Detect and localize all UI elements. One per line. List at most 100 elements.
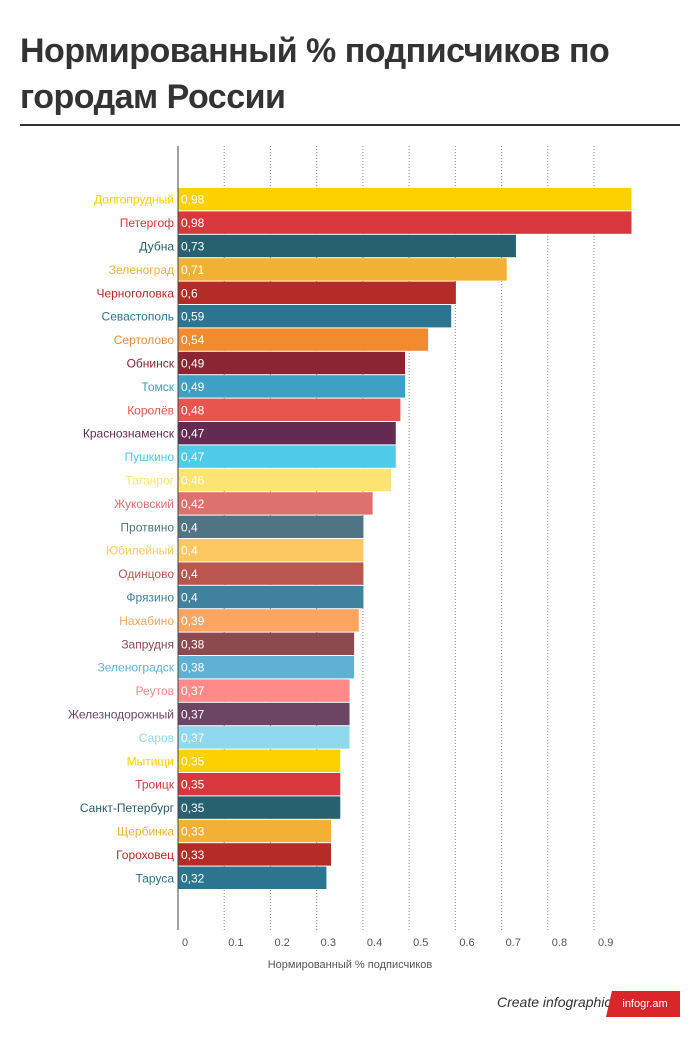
- bar-value-label: 0,38: [181, 637, 205, 651]
- bar-value-label: 0,37: [181, 708, 205, 722]
- category-label: Гороховец: [116, 848, 174, 862]
- bar[interactable]: [178, 281, 456, 304]
- bar[interactable]: [178, 866, 327, 889]
- bar[interactable]: [178, 234, 516, 258]
- bar[interactable]: [178, 843, 332, 866]
- category-label: Королёв: [127, 403, 174, 417]
- category-label: Таганрог: [125, 474, 174, 488]
- bar[interactable]: [178, 258, 507, 281]
- infogram-logo-badge[interactable]: infogr.am: [606, 991, 680, 1017]
- category-label: Томск: [141, 380, 174, 394]
- bar[interactable]: [178, 305, 452, 328]
- category-label: Юбилейный: [106, 544, 174, 558]
- x-tick-label: 0.2: [274, 937, 289, 949]
- category-label: Жуковский: [114, 497, 174, 511]
- x-tick-label: 0.3: [321, 937, 336, 949]
- bar[interactable]: [178, 796, 341, 819]
- bar-value-label: 0,33: [181, 825, 205, 839]
- bar-value-label: 0,47: [181, 427, 205, 441]
- bar[interactable]: [178, 468, 392, 492]
- category-label: Краснознаменск: [83, 427, 175, 441]
- bar[interactable]: [178, 351, 406, 375]
- category-label: Щербинка: [117, 825, 174, 839]
- bar-value-label: 0,6: [181, 286, 198, 300]
- page-title: Нормированный % подписчиков по городам Р…: [20, 32, 610, 116]
- bar-value-label: 0,4: [181, 591, 198, 605]
- x-tick-label: 0.5: [413, 937, 428, 949]
- category-label: Саров: [139, 731, 174, 745]
- bar-value-label: 0,46: [181, 474, 205, 488]
- bar[interactable]: [178, 749, 341, 772]
- bar[interactable]: [178, 328, 429, 351]
- grid-layer: [177, 146, 595, 930]
- bar[interactable]: [178, 609, 359, 632]
- bar[interactable]: [178, 819, 332, 843]
- x-tick-label: 0.8: [552, 937, 567, 949]
- bar[interactable]: [178, 492, 373, 515]
- x-tick-label: 0: [182, 937, 188, 949]
- category-label: Санкт-Петербург: [80, 801, 175, 815]
- bar[interactable]: [178, 539, 364, 562]
- category-label: Петергоф: [120, 216, 174, 230]
- bar[interactable]: [178, 375, 406, 398]
- bar-value-label: 0,71: [181, 263, 205, 277]
- bar[interactable]: [178, 445, 396, 468]
- bar[interactable]: [178, 773, 341, 796]
- bar-value-label: 0,32: [181, 871, 205, 885]
- bar[interactable]: [178, 726, 350, 749]
- bar-value-label: 0,39: [181, 614, 205, 628]
- bar[interactable]: [178, 632, 355, 655]
- bar-value-label: 0,4: [181, 544, 198, 558]
- category-label: Пушкино: [124, 450, 174, 464]
- bar-value-label: 0,37: [181, 684, 205, 698]
- bar-value-label: 0,73: [181, 240, 205, 254]
- bar-value-label: 0,38: [181, 661, 205, 675]
- bar-value-label: 0,49: [181, 380, 205, 394]
- title-rule: [20, 124, 680, 126]
- bar-value-label: 0,47: [181, 450, 205, 464]
- bar[interactable]: [178, 398, 401, 421]
- bar-value-label: 0,33: [181, 848, 205, 862]
- footer-create-infographics[interactable]: Create infographics: [497, 994, 619, 1010]
- category-label: Дубна: [139, 240, 174, 254]
- category-label: Севастополь: [102, 310, 174, 324]
- bar[interactable]: [178, 656, 355, 679]
- category-label: Протвино: [120, 520, 174, 534]
- bar-value-label: 0,98: [181, 216, 205, 230]
- category-label: Троицк: [135, 778, 175, 792]
- bar-value-label: 0,37: [181, 731, 205, 745]
- bar[interactable]: [178, 188, 632, 211]
- bar[interactable]: [178, 585, 364, 609]
- category-label: Таруса: [135, 871, 174, 885]
- x-tick-label: 0.7: [506, 937, 521, 949]
- category-label: Зеленоградск: [98, 661, 175, 675]
- bar-value-label: 0,4: [181, 520, 198, 534]
- bar[interactable]: [178, 422, 396, 445]
- labels-layer: 0,98 Долгопрудный 0,98 Петергоф 0,73 Дубна 0,7…: [68, 193, 205, 886]
- category-label: Фрязино: [126, 591, 174, 605]
- bar-value-label: 0,4: [181, 567, 198, 581]
- bar[interactable]: [178, 702, 350, 726]
- bar-value-label: 0,48: [181, 403, 205, 417]
- category-label: Железнодорожный: [68, 708, 174, 722]
- x-tick-label: 0.4: [367, 937, 382, 949]
- bar[interactable]: [178, 562, 364, 585]
- bar-value-label: 0,59: [181, 310, 205, 324]
- x-tick-label: 0.6: [459, 937, 474, 949]
- category-label: Обнинск: [127, 357, 175, 371]
- bar[interactable]: [178, 515, 364, 538]
- category-label: Нахабино: [119, 614, 174, 628]
- bar-value-label: 0,54: [181, 333, 205, 347]
- bar[interactable]: [178, 679, 350, 702]
- category-label: Запрудня: [121, 637, 174, 651]
- bars-layer: [178, 188, 632, 889]
- category-label: Реутов: [136, 684, 174, 698]
- bar[interactable]: [178, 211, 632, 234]
- category-label: Черноголовка: [96, 286, 174, 300]
- category-label: Сертолово: [114, 333, 175, 347]
- category-label: Зеленоград: [109, 263, 174, 277]
- bar-value-label: 0,35: [181, 801, 205, 815]
- bar-value-label: 0,49: [181, 357, 205, 371]
- category-label: Одинцово: [118, 567, 174, 581]
